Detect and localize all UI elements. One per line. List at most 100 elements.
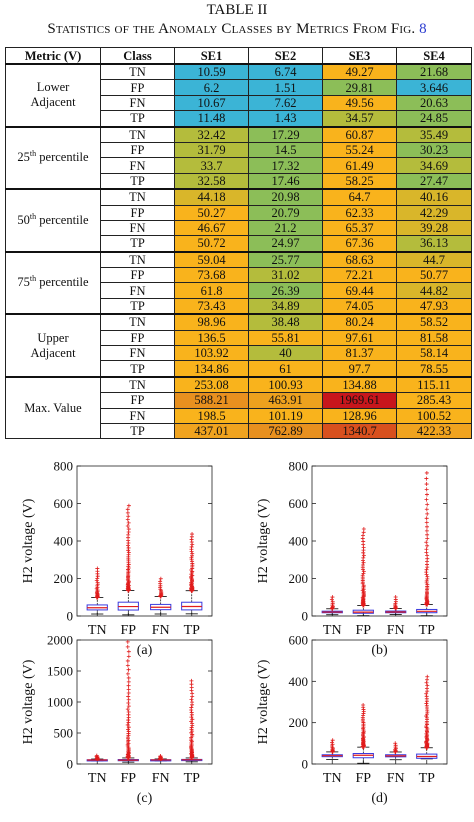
value-cell-se2: 1.51 [248, 79, 323, 96]
metric-label-line: Adjacent [30, 95, 76, 110]
outlier-marker [424, 497, 429, 502]
value-cell-se1: 10.59 [174, 63, 249, 81]
table-row: 25th percentile TN 32.42 17.29 60.87 35.49 [5, 125, 472, 190]
class-cell: FP [100, 392, 175, 409]
outlier-marker [424, 703, 429, 708]
table-row: FN 10.67 7.62 49.56 20.63 [6, 94, 472, 112]
outlier-marker [126, 520, 131, 525]
x-tick-label: TN [323, 623, 342, 638]
outlier-marker [189, 705, 194, 710]
value-cell-se1: 437.01 [174, 422, 249, 440]
y-tick-label: 0 [302, 757, 309, 772]
value-cell-se4: 35.49 [396, 125, 472, 143]
statistics-table: Metric (V) Class SE1 SE2 SE3 SE4 Lower Ad… [5, 47, 472, 440]
outlier-marker [424, 680, 429, 685]
class-cell: TP [100, 422, 175, 440]
value-cell-se4: 81.58 [396, 329, 472, 347]
outlier-marker [158, 579, 163, 584]
value-cell-se2: 55.81 [248, 329, 323, 347]
outlier-marker [125, 707, 130, 712]
outlier-marker [126, 694, 131, 699]
outlier-marker [330, 599, 335, 604]
outlier-marker [425, 532, 430, 537]
value-cell-se2: 21.2 [248, 219, 323, 237]
boxplot-figure: 0 200 400 600 800 H2 voltage (V) TN FP FN TP (a) 0 2… [21, 459, 448, 806]
outlier-marker [361, 560, 366, 565]
outlier-marker [126, 543, 131, 548]
y-tick-label: 1500 [47, 664, 73, 679]
figure-reference-link[interactable]: 8 [419, 21, 427, 37]
table-row: FN 103.92 40 81.37 58.14 [6, 345, 472, 362]
outlier-marker [95, 580, 100, 585]
metric-label: 50th percentile [5, 188, 101, 253]
outlier-marker [424, 691, 429, 696]
table-row: FN 33.7 17.32 61.49 34.69 [6, 157, 472, 174]
value-cell-se2: 100.93 [248, 375, 323, 394]
metric-label-part: 25 [17, 150, 30, 165]
y-tick-label: 200 [289, 715, 309, 730]
y-axis-label: H2 voltage (V) [21, 659, 36, 744]
value-cell-se3: 60.87 [322, 125, 397, 143]
outlier-marker [189, 678, 194, 683]
outlier-marker [424, 507, 429, 512]
value-cell-se4: 30.23 [396, 141, 472, 159]
outlier-marker [190, 532, 195, 537]
outlier-marker [425, 536, 430, 541]
value-cell-se1: 73.43 [174, 297, 249, 315]
y-axis-label: H2 voltage (V) [256, 498, 271, 583]
value-cell-se1: 50.27 [174, 204, 249, 221]
table-title: TABLE II [206, 2, 268, 18]
class-cell: FN [100, 157, 175, 174]
outlier-marker [189, 747, 194, 752]
table-row: TP 134.86 61 97.7 78.55 [6, 360, 472, 378]
outlier-marker [126, 545, 131, 550]
y-tick-label: 0 [67, 757, 74, 772]
outlier-marker [393, 605, 398, 610]
table-row: FN 61.8 26.39 69.44 44.82 [6, 282, 472, 299]
value-cell-se2: 61 [248, 360, 323, 378]
class-cell: TN [100, 375, 175, 394]
value-cell-se3: 80.24 [322, 313, 397, 331]
metric-label-line: Adjacent [30, 345, 76, 360]
outlier-marker [125, 735, 130, 740]
x-tick-label: FN [387, 771, 405, 786]
value-cell-se4: 47.93 [396, 297, 472, 315]
outlier-marker [393, 601, 398, 606]
outlier-marker [125, 517, 130, 522]
outlier-marker [126, 550, 131, 555]
x-tick-label: FP [121, 623, 137, 638]
x-tick-label: TP [184, 771, 201, 786]
class-cell: FN [100, 282, 175, 299]
value-cell-se2: 38.48 [248, 313, 323, 331]
y-tick-label: 400 [289, 674, 309, 689]
value-cell-se4: 44.7 [396, 250, 472, 269]
value-cell-se3: 69.44 [322, 282, 397, 299]
outlier-marker [424, 482, 429, 487]
value-cell-se2: 20.79 [248, 204, 323, 221]
table-row: FP 6.2 1.51 29.81 3.646 [6, 79, 472, 96]
outlier-marker [126, 579, 131, 584]
outlier-marker [424, 714, 429, 719]
outlier-marker [158, 754, 163, 759]
x-tick-label: FN [152, 623, 170, 638]
outlier-marker [393, 743, 398, 748]
outlier-marker [361, 555, 366, 560]
outlier-marker [125, 639, 130, 644]
value-cell-se1: 32.42 [174, 125, 249, 143]
value-cell-se2: 17.29 [248, 125, 323, 143]
x-tick-label: TP [419, 771, 436, 786]
metric-label-part: percentile [36, 275, 89, 290]
value-cell-se4: 115.11 [396, 375, 472, 394]
value-cell-se1: 6.2 [174, 79, 249, 96]
y-axis-label: H2 voltage (V) [21, 498, 36, 583]
x-tick-label: FN [152, 771, 170, 786]
outlier-marker [190, 551, 195, 556]
value-cell-se4: 422.33 [396, 422, 472, 440]
class-cell: TN [100, 125, 175, 143]
value-cell-se3: 1340.7 [322, 422, 397, 440]
value-cell-se3: 64.7 [322, 188, 397, 206]
table-caption-text: Statistics of the Anomaly Classes by Met… [47, 21, 416, 37]
outlier-marker [94, 578, 99, 583]
outlier-marker [125, 510, 130, 515]
x-tick-label: FN [387, 623, 405, 638]
